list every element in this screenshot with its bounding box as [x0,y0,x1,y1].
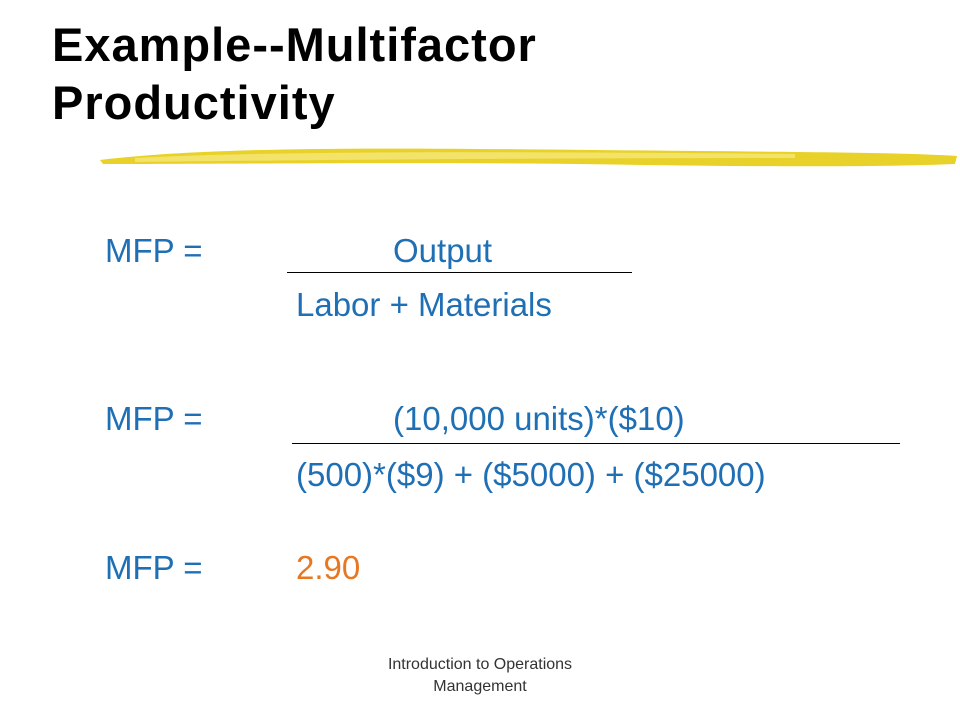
denominator: Labor + Materials [296,286,552,323]
lhs: MFP = [105,232,203,269]
footer: Introduction to Operations Management [387,656,573,695]
numerator: (10,000 units)*($10) [393,400,685,437]
denominator: (500)*($9) + ($5000) + ($25000) [296,456,766,493]
fraction-bar [287,272,632,273]
lhs: MFP = [105,549,203,586]
brush-stroke [100,148,957,167]
numerator: Output [393,232,493,269]
slide-title: Example--Multifactor Productivity [52,18,537,129]
result: 2.90 [296,549,361,586]
lhs: MFP = [105,400,203,437]
fraction-bar [292,443,900,444]
